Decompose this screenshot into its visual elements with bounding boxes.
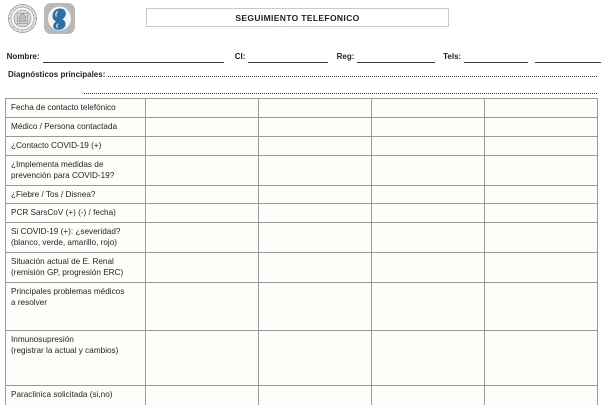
row-label: PCR SarsCoV (+) (-) / fecha): [5, 203, 146, 223]
data-cell[interactable]: [371, 329, 485, 386]
label-reg: Reg:: [336, 52, 355, 61]
row-label: Principales problemas médicos a resolver: [5, 281, 146, 331]
page-header: SEGUIMIENTO TELEFONICO: [0, 0, 601, 44]
data-cell[interactable]: [145, 251, 259, 283]
table-row: Principales problemas médicos a resolver: [5, 281, 598, 331]
data-cell[interactable]: [371, 251, 485, 283]
input-diagnosticos-line-1[interactable]: [108, 69, 597, 77]
data-cell[interactable]: [371, 136, 485, 156]
input-diagnosticos-line-2[interactable]: [84, 86, 597, 94]
row-label: ¿Contacto COVID-19 (+): [5, 136, 146, 156]
label-nombre: Nombre:: [6, 52, 40, 61]
input-nombre[interactable]: [42, 50, 224, 63]
data-cell[interactable]: [145, 329, 259, 386]
table-body: Fecha de contacto telefónico Médico / Per…: [5, 98, 598, 405]
data-cell[interactable]: [258, 251, 372, 283]
input-tels-2[interactable]: [535, 50, 601, 63]
institutional-seal-logo: [8, 4, 37, 33]
data-cell[interactable]: [145, 203, 259, 223]
data-cell[interactable]: [145, 117, 259, 137]
row-label: Fecha de contacto telefónico: [5, 98, 146, 118]
data-cell[interactable]: [145, 98, 259, 118]
data-cell[interactable]: [258, 117, 372, 137]
document-title-box: SEGUIMIENTO TELEFONICO: [146, 8, 449, 27]
data-cell[interactable]: [484, 384, 598, 405]
data-cell[interactable]: [371, 203, 485, 223]
row-label: Paraclinica solicitada (si,no): [5, 384, 146, 405]
data-cell[interactable]: [484, 117, 598, 137]
data-cell[interactable]: [145, 154, 259, 186]
data-cell[interactable]: [258, 203, 372, 223]
data-cell[interactable]: [258, 98, 372, 118]
data-cell[interactable]: [371, 184, 485, 204]
table-row: ¿Contacto COVID-19 (+): [5, 136, 598, 156]
data-cell[interactable]: [258, 221, 372, 253]
data-cell[interactable]: [484, 98, 598, 118]
patient-info-row: Nombre: CI: Reg: Tels:: [0, 48, 601, 64]
data-cell[interactable]: [258, 384, 372, 405]
data-cell[interactable]: [145, 221, 259, 253]
table-row: Situación actual de E. Renal (remisión G…: [5, 251, 598, 283]
table-row: PCR SarsCoV (+) (-) / fecha): [5, 203, 598, 223]
table-row: Fecha de contacto telefónico: [5, 98, 598, 118]
data-cell[interactable]: [484, 154, 598, 186]
data-cell[interactable]: [258, 184, 372, 204]
input-tels-1[interactable]: [464, 50, 529, 63]
data-cell[interactable]: [258, 136, 372, 156]
table-row: Médico / Persona contactada: [5, 117, 598, 137]
data-cell[interactable]: [371, 384, 485, 405]
data-cell[interactable]: [484, 251, 598, 283]
row-label: Si COVID-19 (+): ¿severidad? (blanco, ve…: [5, 221, 146, 253]
data-cell[interactable]: [484, 221, 598, 253]
row-label: ¿Fiebre / Tos / Disnea?: [5, 184, 146, 204]
data-cell[interactable]: [145, 184, 259, 204]
data-cell[interactable]: [258, 281, 372, 331]
nephrology-kidney-logo: [44, 3, 75, 34]
data-cell[interactable]: [484, 136, 598, 156]
data-cell[interactable]: [371, 117, 485, 137]
label-ci: CI:: [234, 52, 246, 61]
row-label: Médico / Persona contactada: [5, 117, 146, 137]
diagnostics-block: Diagnósticos principales:: [0, 69, 601, 94]
data-cell[interactable]: [371, 281, 485, 331]
label-diagnosticos: Diagnósticos principales:: [8, 70, 106, 79]
row-label: Inmunosupresión (registrar la actual y c…: [5, 329, 146, 386]
table-row: Inmunosupresión (registrar la actual y c…: [5, 329, 598, 386]
page-title: SEGUIMIENTO TELEFONICO: [235, 12, 360, 23]
data-cell[interactable]: [145, 384, 259, 405]
data-cell[interactable]: [145, 281, 259, 331]
table-row: ¿Fiebre / Tos / Disnea?: [5, 184, 598, 204]
data-cell[interactable]: [371, 221, 485, 253]
table-row: ¿Implementa medidas de prevención para C…: [5, 154, 598, 186]
data-cell[interactable]: [371, 98, 485, 118]
followup-table: Fecha de contacto telefónico Médico / Per…: [5, 98, 598, 405]
data-cell[interactable]: [484, 329, 598, 386]
data-cell[interactable]: [258, 154, 372, 186]
data-cell[interactable]: [145, 136, 259, 156]
data-cell[interactable]: [484, 184, 598, 204]
data-cell[interactable]: [484, 281, 598, 331]
row-label: ¿Implementa medidas de prevención para C…: [5, 154, 146, 186]
data-cell[interactable]: [371, 154, 485, 186]
input-reg[interactable]: [357, 50, 435, 63]
data-cell[interactable]: [258, 329, 372, 386]
data-cell[interactable]: [484, 203, 598, 223]
table-row: Si COVID-19 (+): ¿severidad? (blanco, ve…: [5, 221, 598, 253]
input-ci[interactable]: [248, 50, 329, 63]
row-label: Situación actual de E. Renal (remisión G…: [5, 251, 146, 283]
table-row: Paraclinica solicitada (si,no): [5, 384, 598, 405]
label-tels: Tels:: [443, 52, 462, 61]
